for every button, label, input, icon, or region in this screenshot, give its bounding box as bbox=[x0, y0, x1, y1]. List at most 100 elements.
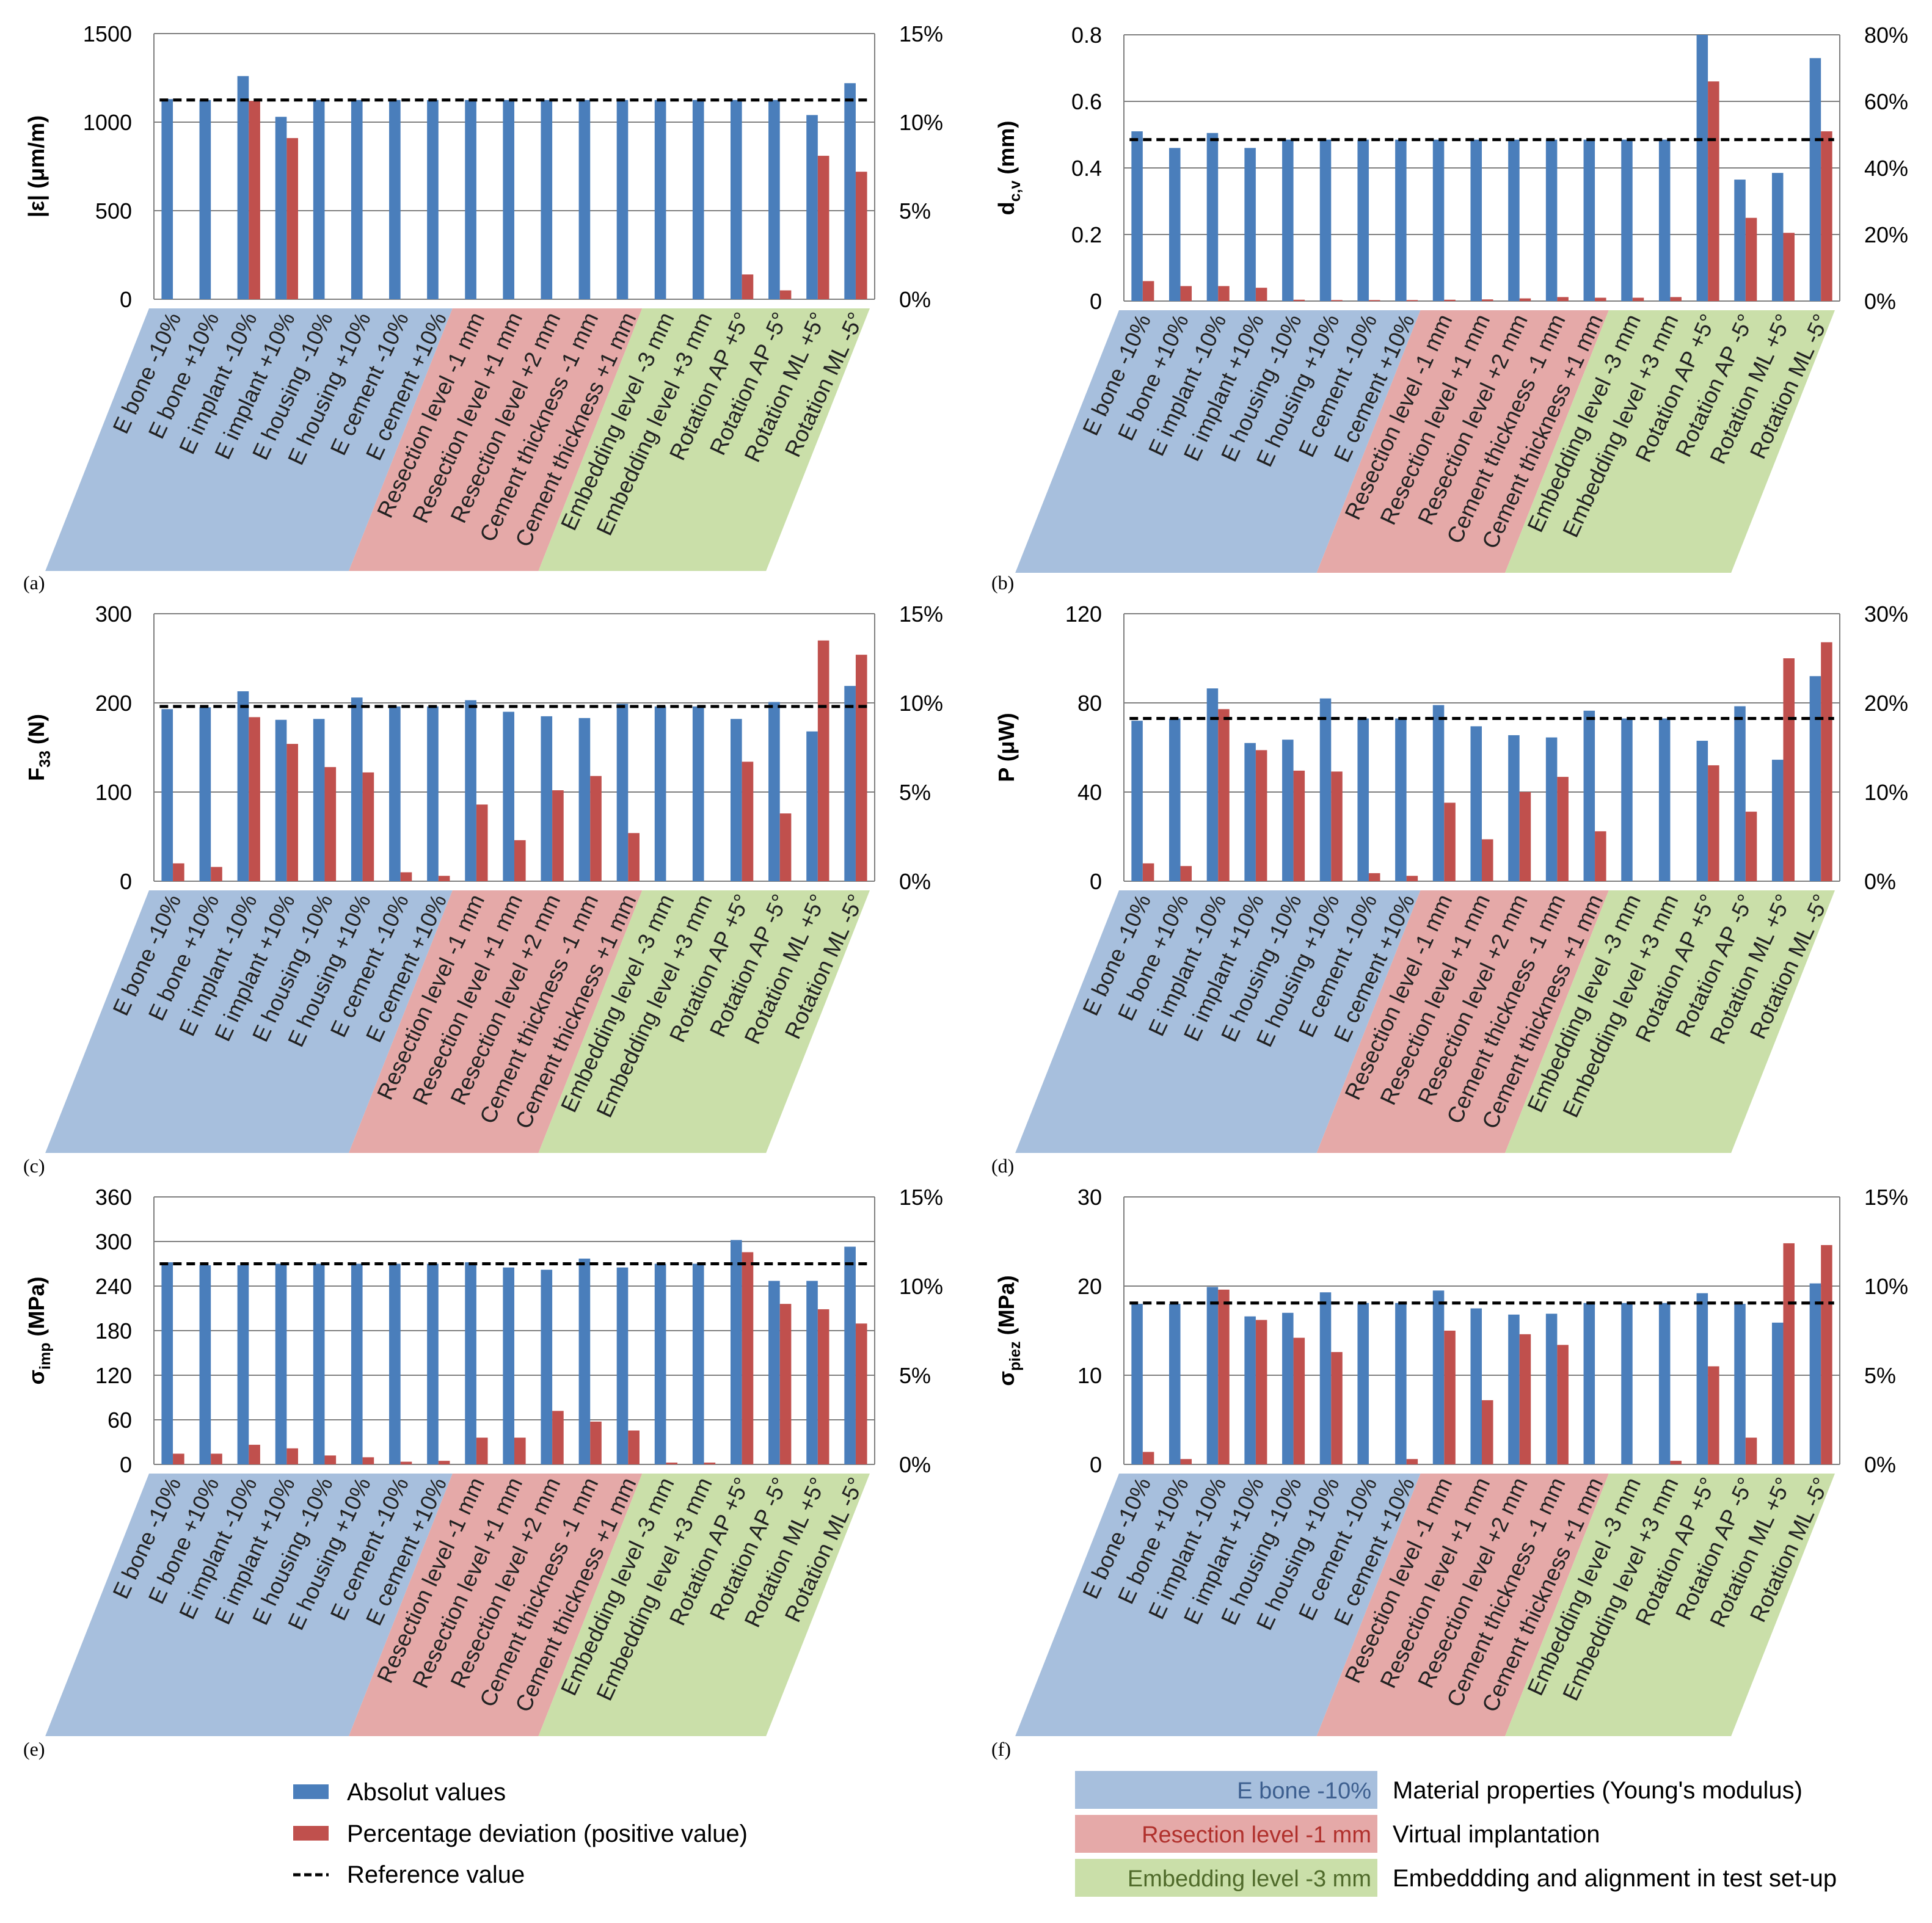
bar-percent bbox=[1708, 765, 1719, 881]
y-axis-title-unit: (MPa) bbox=[24, 1276, 49, 1342]
bar-absolute bbox=[237, 691, 249, 881]
bar-percent bbox=[249, 717, 260, 881]
bar-percent bbox=[362, 772, 374, 881]
bar-absolute bbox=[654, 1263, 666, 1464]
y2-tick-label: 10% bbox=[899, 691, 943, 716]
bar-absolute bbox=[768, 1281, 780, 1464]
bar-absolute bbox=[541, 1270, 553, 1464]
group-band-material bbox=[45, 308, 453, 571]
bar-absolute bbox=[161, 709, 173, 881]
bar-absolute bbox=[1206, 1287, 1219, 1464]
legend-desc-virtual: Virtual implantation bbox=[1393, 1821, 1600, 1848]
y-tick-label: 20 bbox=[1077, 1274, 1102, 1299]
legend-sample-embedding: Embedding level -3 mm bbox=[1128, 1866, 1371, 1892]
bar-absolute bbox=[1545, 139, 1558, 302]
y2-tick-label: 0% bbox=[1864, 1452, 1896, 1477]
bar-percent bbox=[1293, 770, 1305, 881]
bar-absolute bbox=[161, 99, 173, 300]
bar-absolute bbox=[1771, 760, 1784, 881]
bar-percent bbox=[1595, 831, 1606, 881]
bar-percent bbox=[1444, 299, 1456, 301]
legend-box-virtual bbox=[1075, 1815, 1377, 1853]
bar-percent bbox=[1708, 1366, 1719, 1464]
bar-percent bbox=[438, 876, 450, 881]
y2-tick-label: 80% bbox=[1864, 23, 1908, 48]
y-tick-label: 0 bbox=[120, 1452, 132, 1477]
bar-absolute bbox=[844, 83, 856, 299]
bar-absolute bbox=[1696, 1293, 1708, 1464]
legend-desc-material: Material properties (Young's modulus) bbox=[1393, 1777, 1803, 1804]
bar-absolute bbox=[1244, 1316, 1256, 1464]
group-band-material bbox=[1015, 1474, 1421, 1736]
bar-percent bbox=[1142, 281, 1154, 301]
y-tick-label: 100 bbox=[95, 780, 132, 805]
y-tick-label: 200 bbox=[95, 691, 132, 716]
bar-absolute bbox=[199, 100, 211, 299]
bar-percent bbox=[324, 1455, 337, 1464]
bar-absolute bbox=[1470, 139, 1482, 302]
bar-percent bbox=[628, 1430, 640, 1464]
bar-percent bbox=[362, 1457, 374, 1464]
bar-percent bbox=[1255, 750, 1267, 881]
y-tick-label: 1500 bbox=[83, 21, 132, 46]
bar-absolute bbox=[1583, 1303, 1595, 1464]
bar-absolute bbox=[1357, 718, 1369, 881]
bar-absolute bbox=[806, 731, 818, 881]
bar-absolute bbox=[654, 706, 666, 881]
bar-absolute bbox=[1432, 139, 1445, 302]
bar-absolute bbox=[389, 706, 401, 881]
bar-absolute bbox=[1583, 710, 1595, 881]
y-axis-title: F33 (N) bbox=[24, 714, 54, 781]
bar-percent bbox=[1670, 1461, 1682, 1464]
bar-percent bbox=[666, 1463, 678, 1464]
group-band-material bbox=[45, 890, 453, 1153]
bar-absolute bbox=[1658, 139, 1671, 302]
bar-absolute bbox=[1169, 718, 1181, 881]
legend-groups: E bone -10% Material properties (Young's … bbox=[1075, 1771, 1837, 1897]
bar-absolute bbox=[1809, 676, 1821, 881]
bar-absolute bbox=[1131, 721, 1143, 881]
y-tick-label: 0 bbox=[1090, 289, 1102, 314]
bar-absolute bbox=[1508, 139, 1520, 302]
bar-percent bbox=[1444, 802, 1456, 881]
bar-absolute bbox=[313, 1263, 325, 1464]
bar-percent bbox=[438, 1461, 450, 1464]
y-tick-label: 1000 bbox=[83, 110, 132, 135]
bar-percent bbox=[1557, 297, 1569, 301]
bar-absolute bbox=[1734, 1304, 1746, 1464]
bar-absolute bbox=[427, 706, 439, 881]
bar-percent bbox=[742, 762, 754, 881]
y2-tick-label: 0% bbox=[899, 869, 931, 894]
legend-box-embedding bbox=[1075, 1859, 1377, 1897]
y2-tick-label: 20% bbox=[1864, 222, 1908, 247]
bar-absolute bbox=[1282, 740, 1294, 881]
bar-absolute bbox=[427, 1263, 439, 1464]
group-band-virtual bbox=[1316, 1474, 1609, 1736]
bar-percent bbox=[1293, 299, 1305, 301]
bar-percent bbox=[1745, 1438, 1757, 1464]
bar-absolute bbox=[731, 1240, 742, 1464]
bar-absolute bbox=[1432, 1290, 1445, 1464]
y-axis-title-unit: (mm) bbox=[994, 121, 1019, 181]
legend-series: Absolut values Percentage deviation (posi… bbox=[293, 1779, 748, 1888]
bar-percent bbox=[1670, 297, 1682, 301]
bar-absolute bbox=[1696, 35, 1708, 301]
bar-absolute bbox=[806, 115, 818, 299]
bar-absolute bbox=[844, 1246, 856, 1464]
y-axis-title-sub: 33 bbox=[37, 751, 54, 768]
y2-tick-label: 15% bbox=[899, 1185, 943, 1210]
bar-absolute bbox=[578, 100, 591, 299]
bar-absolute bbox=[578, 718, 591, 881]
bar-absolute bbox=[351, 100, 363, 299]
legend-label-reference: Reference value bbox=[347, 1861, 525, 1888]
y2-tick-label: 5% bbox=[899, 780, 931, 805]
bar-absolute bbox=[541, 716, 553, 881]
y2-tick-label: 0% bbox=[899, 287, 931, 312]
bar-percent bbox=[855, 1323, 867, 1464]
bar-absolute bbox=[616, 1267, 629, 1464]
bar-absolute bbox=[844, 686, 856, 881]
y2-tick-label: 0% bbox=[899, 1452, 931, 1477]
bar-percent bbox=[173, 863, 184, 881]
bar-percent bbox=[1406, 1459, 1418, 1464]
bar-percent bbox=[249, 101, 260, 299]
